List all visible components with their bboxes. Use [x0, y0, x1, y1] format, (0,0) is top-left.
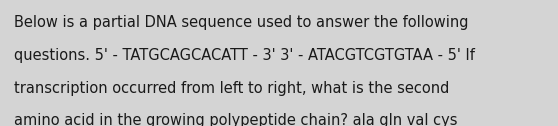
Text: questions. 5' - TATGCAGCACATT - 3' 3' - ATACGTCGTGTAA - 5' If: questions. 5' - TATGCAGCACATT - 3' 3' - … [14, 48, 475, 63]
Text: transcription occurred from left to right, what is the second: transcription occurred from left to righ… [14, 81, 449, 96]
Text: Below is a partial DNA sequence used to answer the following: Below is a partial DNA sequence used to … [14, 15, 469, 30]
Text: amino acid in the growing polypeptide chain? ala gln val cys: amino acid in the growing polypeptide ch… [14, 113, 458, 126]
